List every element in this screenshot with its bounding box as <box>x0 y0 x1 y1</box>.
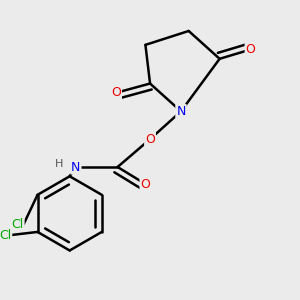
Text: O: O <box>145 133 155 146</box>
Text: O: O <box>111 86 121 99</box>
Text: Cl: Cl <box>11 218 24 231</box>
Text: Cl: Cl <box>0 229 11 242</box>
Text: O: O <box>140 178 150 190</box>
Text: N: N <box>176 105 186 118</box>
Text: H: H <box>55 159 63 169</box>
Text: N: N <box>71 160 80 173</box>
Text: O: O <box>246 43 256 56</box>
